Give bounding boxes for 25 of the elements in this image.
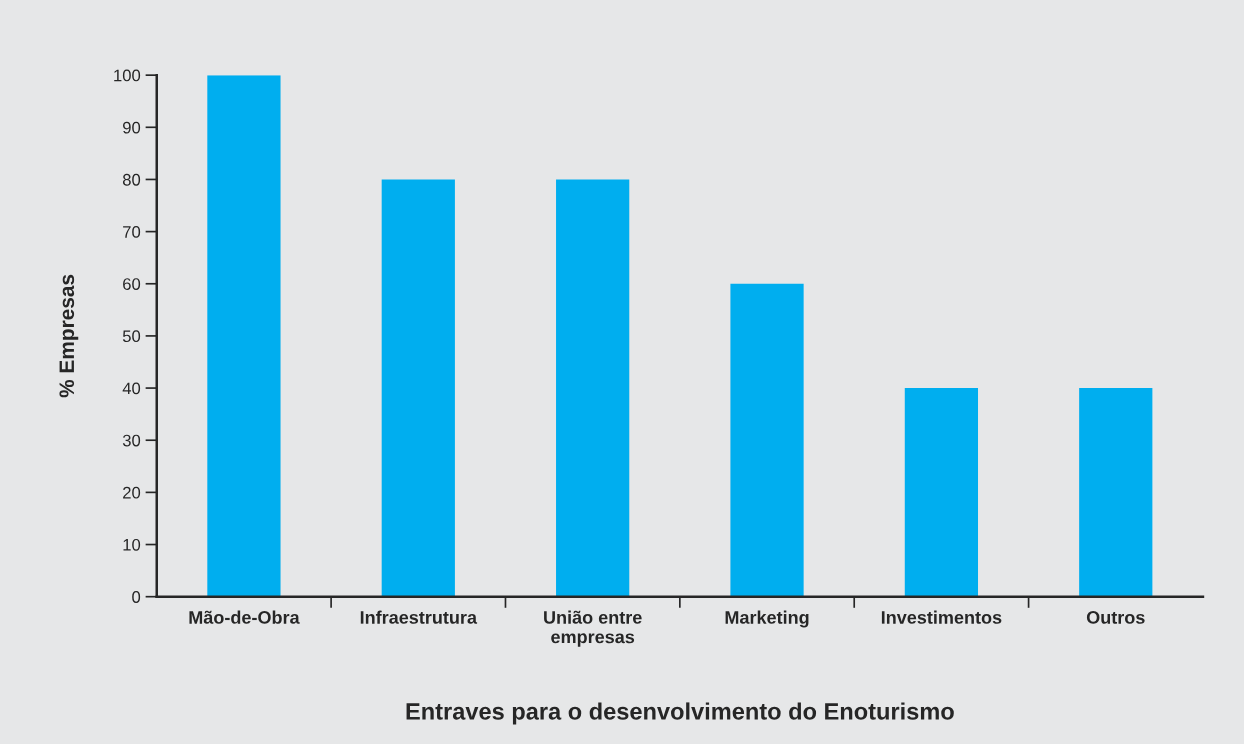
x-tick-label: Mão-de-Obra	[189, 610, 300, 624]
x-tick-label: União entre empresas	[544, 610, 642, 647]
y-tick-label: 50	[122, 330, 141, 343]
y-tick-label: 10	[123, 538, 141, 551]
bar	[730, 283, 804, 597]
bar	[381, 179, 455, 597]
x-tick-label: Marketing	[725, 610, 809, 628]
x-tick-label: Outros	[1086, 611, 1145, 624]
x-tick-label: Infraestrutura	[360, 610, 478, 624]
bar	[556, 179, 630, 597]
y-tick-label: 90	[123, 121, 141, 134]
y-tick-label: 100	[114, 69, 141, 82]
y-tick-label: 40	[122, 382, 141, 395]
bar	[207, 75, 281, 597]
x-axis-title: Entraves para o desenvolvimento do Enoturismo	[406, 702, 954, 725]
y-tick-label: 30	[122, 434, 141, 447]
y-tick-label: 80	[122, 173, 141, 186]
y-tick-label: 60	[123, 278, 141, 290]
y-axis-title: % Empresas	[59, 274, 79, 398]
y-tick-label: 20	[123, 486, 141, 499]
y-tick-label: 70	[123, 226, 141, 238]
bar	[1079, 388, 1153, 597]
y-tick-label: 0	[132, 591, 141, 603]
bar	[904, 388, 979, 597]
x-tick-label: Investimentos	[881, 610, 1002, 624]
